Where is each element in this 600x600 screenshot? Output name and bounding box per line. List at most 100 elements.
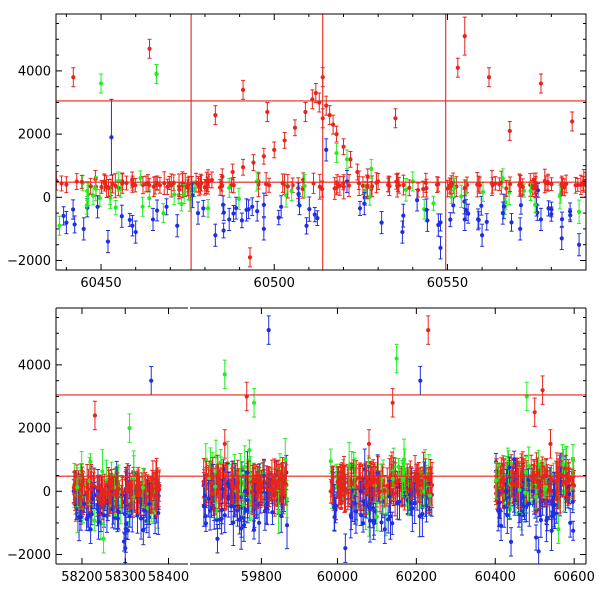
data-point-red [320,180,325,198]
data-point-green-marker [576,209,582,214]
data-point-red-marker [157,183,163,188]
data-point-blue-marker [227,217,232,222]
data-point-green [161,203,166,224]
data-point-blue [315,210,320,226]
data-point-blue-marker [244,207,249,213]
data-point-blue-marker [307,207,312,212]
data-point-green [93,176,98,202]
data-point-green [459,184,464,209]
data-point-blue [81,494,87,513]
data-point-blue [195,201,201,225]
data-point-blue-marker [315,216,320,221]
data-point-red-marker [313,90,318,96]
data-point-red-marker [365,174,370,179]
data-point-blue-marker [64,220,69,225]
data-point-blue [109,98,114,176]
data-point-red-marker [507,128,512,134]
data-point-blue-marker [150,217,156,222]
data-point-red [120,476,125,509]
data-point-blue [150,207,156,231]
data-point-blue-marker [424,207,429,213]
data-point-blue-marker [84,516,89,522]
data-point-green [328,448,333,474]
data-point-red-marker [334,131,339,137]
data-point-red-marker [265,109,270,115]
data-point-red [497,177,502,192]
data-point-red [124,175,129,191]
data-point-blue [105,229,111,254]
data-point-blue [304,217,309,235]
data-point-red-marker [196,184,202,190]
data-point-green [241,493,246,517]
data-point-red-marker [128,492,133,497]
data-point-red-marker [156,487,162,492]
data-point-red-marker [445,186,450,191]
data-point-red [133,178,138,193]
data-point-red [292,119,298,137]
data-point-red-marker [303,109,308,115]
data-point-red-marker [220,174,225,179]
data-point-red [261,147,266,165]
data-point-red [240,79,246,100]
data-point-red-marker [355,169,360,175]
x-tick-label: 60550 [427,276,468,291]
y-tick-label: 0 [43,191,51,206]
data-point-red [107,484,113,505]
data-point-blue [119,204,124,228]
data-point-green-marker [172,192,177,197]
data-point-green [205,198,211,218]
data-point-blue-marker [379,220,384,225]
data-point-blue-marker [229,504,234,509]
data-point-red-marker [341,144,346,149]
data-point-blue [256,501,262,544]
data-point-green-marker [410,179,415,184]
data-point-blue [538,207,544,231]
data-point-blue [221,222,226,239]
data-point-red [282,132,287,149]
data-point-red-marker [415,187,421,193]
data-point-blue [479,195,484,216]
data-point-red [355,163,360,181]
data-point-blue-marker [206,496,211,501]
data-point-blue-marker [119,214,124,219]
data-point-red-marker [407,185,412,190]
data-point-green [140,467,146,508]
data-point-red-marker [88,487,93,492]
data-point-red-marker [559,181,564,187]
data-point-red [113,173,118,199]
data-point-blue [251,520,257,540]
data-point-red-marker [107,492,113,497]
data-point-green-marker [449,194,454,199]
data-point-red [334,125,339,143]
data-point-blue-marker [156,510,161,516]
data-point-blue-marker [251,527,257,533]
data-point-red [559,175,564,193]
data-point-blue-marker [221,228,226,233]
data-point-red-marker [328,489,333,494]
data-point-green [236,187,242,210]
data-point-blue-marker [127,217,132,223]
data-point-red-marker [376,179,381,184]
data-point-red [240,158,246,176]
data-point-green-marker [207,476,212,481]
data-point-red-marker [341,184,346,189]
data-point-red-marker [111,492,116,497]
data-point-red [448,177,454,195]
data-point-green [247,439,252,461]
data-point-blue [244,198,249,222]
data-point-green [367,187,372,206]
data-point-blue-marker [279,204,284,209]
data-point-red-marker [393,116,398,121]
data-point-red [171,174,176,192]
data-point-red-marker [104,184,109,189]
data-point-red [230,163,235,181]
data-point-red [251,154,256,171]
data-point-green [528,181,533,201]
data-point-red-marker [448,184,454,189]
data-point-blue-marker [344,179,350,184]
data-point-red-marker [396,183,402,188]
data-point-blue [227,207,232,231]
data-point-red [88,177,93,195]
data-point-red [64,176,69,194]
data-point-red [156,471,162,508]
